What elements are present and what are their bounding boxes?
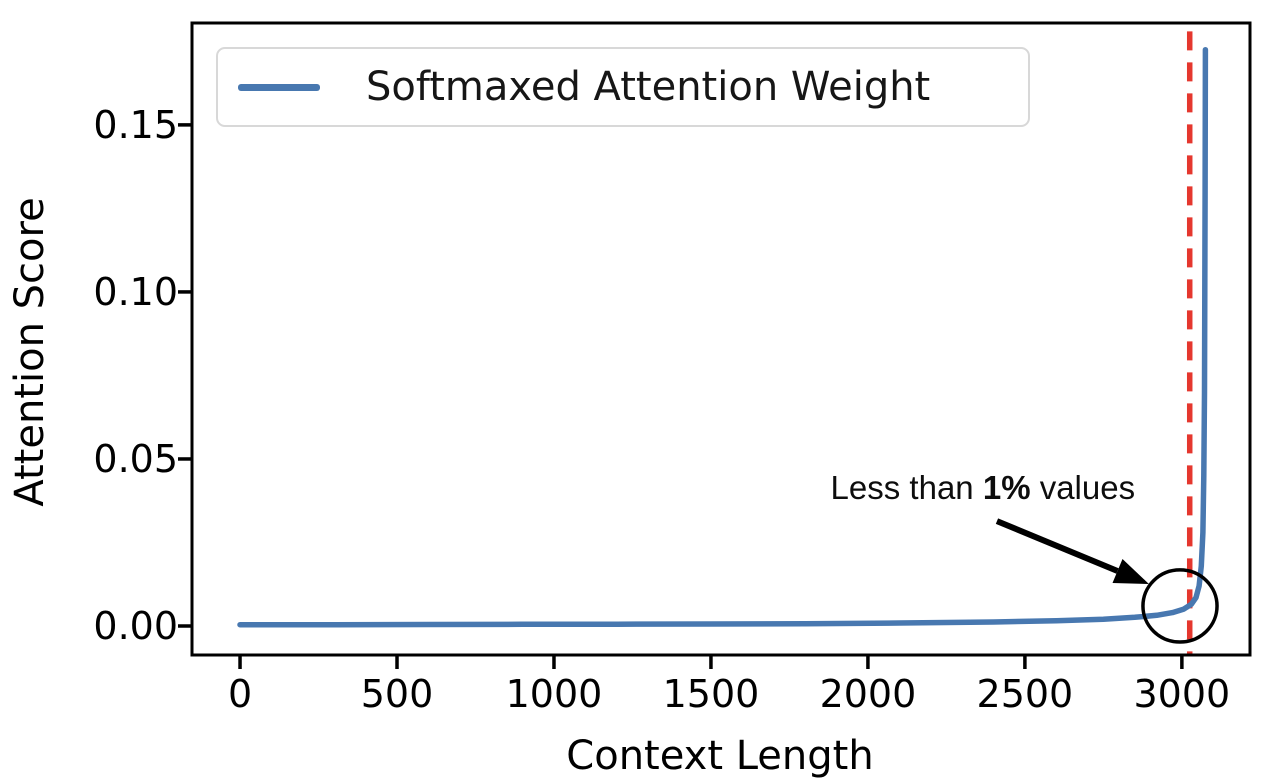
arrow-head xyxy=(1112,559,1149,584)
axis-tick-marks xyxy=(178,123,1184,669)
y-tick-label: 0.00 xyxy=(93,604,178,648)
annotation-text-bold: 1% xyxy=(982,469,1031,507)
y-tick-label: 0.10 xyxy=(93,269,178,314)
x-tick-label: 1500 xyxy=(662,672,760,716)
x-tick-label: 1000 xyxy=(505,672,603,716)
legend: Softmaxed Attention Weight xyxy=(216,47,1030,127)
attention-curve xyxy=(237,46,1209,628)
x-tick-label: 2500 xyxy=(976,672,1074,716)
axes-spines xyxy=(190,21,1252,657)
annotation-text-suffix: values xyxy=(1030,469,1136,507)
annotation-text: Less than 1% values xyxy=(831,469,1136,507)
y-axis-title: Attention Score xyxy=(7,197,53,507)
y-tick-label: 0.05 xyxy=(93,436,178,481)
x-tick-label: 500 xyxy=(360,672,434,716)
arrow-shaft xyxy=(995,518,1119,574)
highlight-circle xyxy=(1141,568,1219,644)
legend-line-sample xyxy=(238,83,320,91)
series-line xyxy=(237,46,1209,628)
y-tick-label: 0.15 xyxy=(93,102,178,147)
annotation-arrow-and-circle xyxy=(995,518,1219,644)
annotation-text-prefix: Less than xyxy=(830,469,983,507)
x-tick-label: 2000 xyxy=(819,672,917,716)
plot-border xyxy=(190,21,1252,657)
legend-entry-label: Softmaxed Attention Weight xyxy=(366,64,931,110)
x-tick-label: 3000 xyxy=(1133,672,1231,716)
x-axis-title: Context Length xyxy=(566,733,874,779)
x-tick-label: 0 xyxy=(227,672,253,716)
